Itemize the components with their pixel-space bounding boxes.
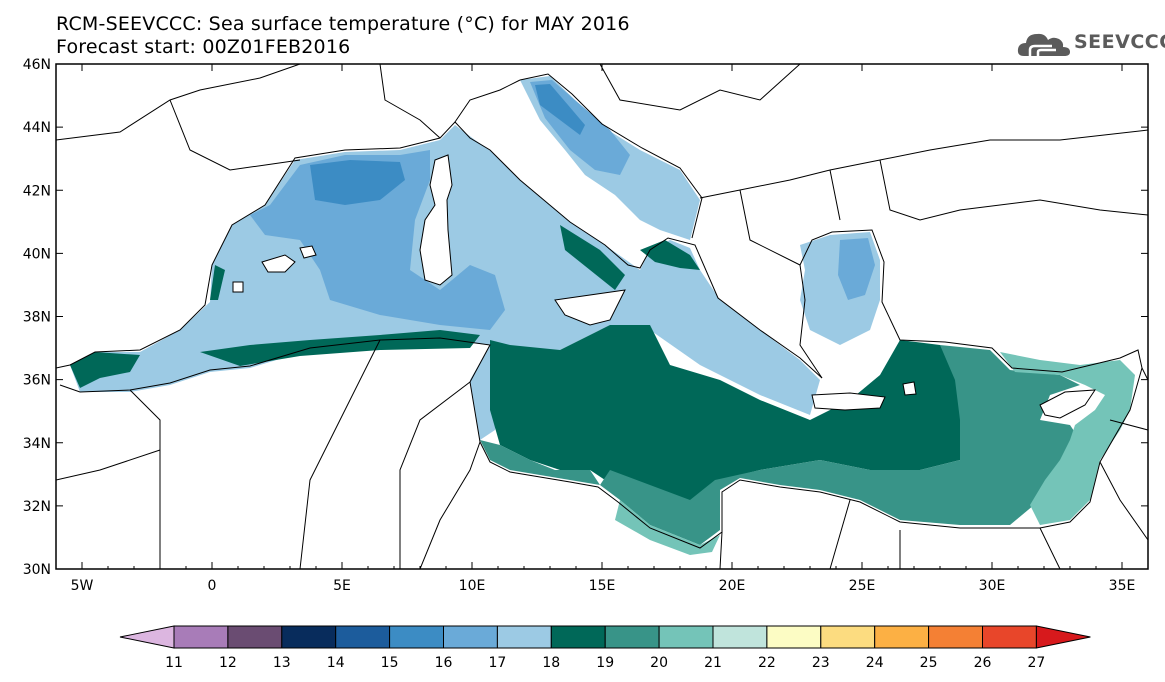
lat-label: 42N (23, 183, 51, 199)
lon-label: 5E (333, 578, 351, 594)
chart-title: RCM-SEEVCCC: Sea surface temperature (°C… (56, 13, 630, 35)
libya-coast (480, 440, 600, 485)
logo-text: SEEVCCC (1074, 31, 1165, 53)
gulf-of-lion-core (310, 160, 405, 205)
colorbar-swatch (335, 625, 391, 649)
colorbar-label: 25 (920, 655, 938, 671)
colorbar-swatch (766, 625, 822, 649)
colorbar-label: 24 (866, 655, 884, 671)
colorbar-label: 12 (219, 655, 237, 671)
sst-field (70, 76, 1135, 555)
colorbar-swatch (658, 625, 714, 649)
lon-label: 20E (719, 578, 746, 594)
latitude-axis: 46N 44N 42N 40N 38N 36N 34N 32N 30N (23, 57, 1148, 578)
rhodes (902, 381, 917, 396)
colorbar-label: 22 (758, 655, 776, 671)
adriatic-north-core (535, 84, 585, 135)
colorbar-under-triangle (119, 625, 175, 649)
colorbar-label: 15 (381, 655, 399, 671)
lon-label: 10E (459, 578, 486, 594)
lat-label: 38N (23, 310, 51, 326)
colorbar-over-triangle (1035, 625, 1091, 649)
lat-label: 44N (23, 120, 51, 136)
forecast-start-label: Forecast start: 00Z01FEB2016 (56, 36, 351, 58)
levantine-coast (1000, 352, 1135, 525)
colorbar-label: 26 (974, 655, 992, 671)
lat-label: 40N (23, 246, 51, 262)
levantine-east (600, 345, 1080, 545)
colorbar-swatch (227, 625, 283, 649)
lon-label: 30E (979, 578, 1006, 594)
colorbar-swatch (281, 625, 337, 649)
coastlines (56, 64, 1148, 569)
lon-label: 35E (1109, 578, 1136, 594)
colorbar-swatch (550, 625, 606, 649)
gulf-of-lion (250, 150, 505, 330)
corsica-sardinia (419, 154, 453, 286)
cyprus (1039, 389, 1096, 419)
lat-label: 30N (23, 562, 51, 578)
lat-label: 46N (23, 57, 51, 73)
alboran-coast (70, 265, 225, 388)
lon-label: 15E (589, 578, 616, 594)
colorbar-swatch (604, 625, 660, 649)
colorbar-label: 14 (327, 655, 345, 671)
lat-label: 36N (23, 373, 51, 389)
colorbar-label: 21 (704, 655, 722, 671)
colorbar-label: 16 (435, 655, 453, 671)
colorbar-label: 20 (650, 655, 668, 671)
sicily (554, 289, 626, 326)
lat-label: 34N (23, 436, 51, 452)
colorbar-label: 23 (812, 655, 830, 671)
colorbar-swatch (443, 625, 498, 649)
colorbar: 11 12 13 14 15 16 17 18 19 20 21 22 23 24 25 26 27 (119, 625, 1091, 671)
longitude-axis: 5W 0 5E 10E 15E 20E 25E 30E 35E (55, 64, 1149, 594)
lon-label: 0 (208, 578, 217, 594)
colorbar-label: 11 (165, 655, 183, 671)
aegean-north (838, 238, 875, 300)
colorbar-label: 19 (596, 655, 614, 671)
colorbar-swatch (928, 625, 983, 649)
cloud-icon (1017, 33, 1070, 56)
colorbar-swatch (712, 625, 768, 649)
colorbar-swatch (874, 625, 930, 649)
colorbar-label: 17 (488, 655, 506, 671)
balearic-islands (232, 245, 317, 293)
colorbar-swatch (982, 625, 1037, 649)
colorbar-swatch (496, 625, 552, 649)
lon-label: 5W (71, 578, 94, 594)
colorbar-swatch (820, 625, 876, 649)
colorbar-label: 27 (1027, 655, 1045, 671)
colorbar-label: 18 (542, 655, 560, 671)
lat-label: 32N (23, 499, 51, 515)
colorbar-swatch (173, 625, 229, 649)
lon-label: 25E (849, 578, 876, 594)
egypt-coast-band (615, 500, 720, 555)
crete (811, 392, 886, 411)
seevccc-logo: SEEVCCC (1016, 26, 1165, 60)
colorbar-label: 13 (273, 655, 291, 671)
italy-coast (560, 225, 700, 290)
colorbar-swatch (389, 625, 445, 649)
